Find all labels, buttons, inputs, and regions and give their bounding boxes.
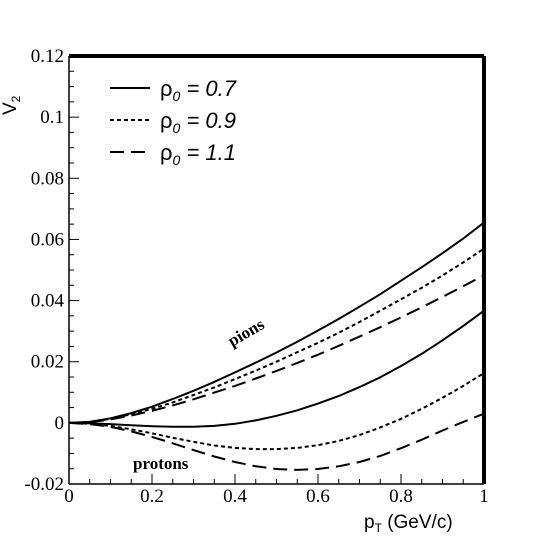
series-protons-rho-0-7 <box>68 309 485 428</box>
series-protons-rho-0-9 <box>68 372 485 451</box>
x-axis-title-units: (GeV/c) <box>382 512 453 533</box>
series-pions-rho-0-7 <box>68 221 485 424</box>
y-axis-title: V2 <box>0 95 23 115</box>
y-axis-title-main: V <box>0 102 21 115</box>
x-axis-title: pT (GeV/c) <box>364 512 453 535</box>
x-tick-label: 0.4 <box>223 486 247 507</box>
axis-ticks <box>68 55 485 485</box>
x-tick-label: 0.6 <box>306 486 330 507</box>
x-tick-label: 0.2 <box>140 486 164 507</box>
y-tick-label: 0.02 <box>31 352 64 373</box>
pions-label: pions <box>225 314 268 350</box>
x-tick-label: 0 <box>64 486 74 507</box>
y-tick-label: 0.1 <box>40 107 64 128</box>
x-tick-label: 1 <box>479 486 489 507</box>
series-pions-rho-0-9 <box>68 247 485 424</box>
y-tick-label: 0.04 <box>31 291 65 312</box>
legend-entry-label: ρ0 = 1.1 <box>160 140 236 168</box>
y-tick-label: 0.08 <box>31 168 64 189</box>
y-tick-label: -0.02 <box>24 474 64 495</box>
y-axis-title-sub: 2 <box>9 95 23 102</box>
y-tick-label: 0.06 <box>31 229 64 250</box>
x-axis-title-main: p <box>364 512 375 533</box>
tick-labels: 0 0.2 0.4 0.6 0.8 1-0.0200.020.040.060.080.10… <box>24 46 488 507</box>
legend-entry-label: ρ0 = 0.7 <box>160 76 237 104</box>
curves <box>68 221 485 471</box>
legend: ρ0 = 0.7 ρ0 = 0.9 ρ0 = 1.1 <box>110 76 237 168</box>
y-tick-label: 0 <box>55 413 65 434</box>
series-protons-rho-1-1 <box>68 412 485 471</box>
series-pions-rho-1-1 <box>68 274 485 424</box>
y-tick-label: 0.12 <box>31 46 64 67</box>
x-axis-title-sub: T <box>375 521 383 535</box>
legend-entry-label: ρ0 = 0.9 <box>160 108 236 136</box>
protons-label: protons <box>133 454 189 473</box>
x-tick-label: 0.8 <box>389 486 413 507</box>
